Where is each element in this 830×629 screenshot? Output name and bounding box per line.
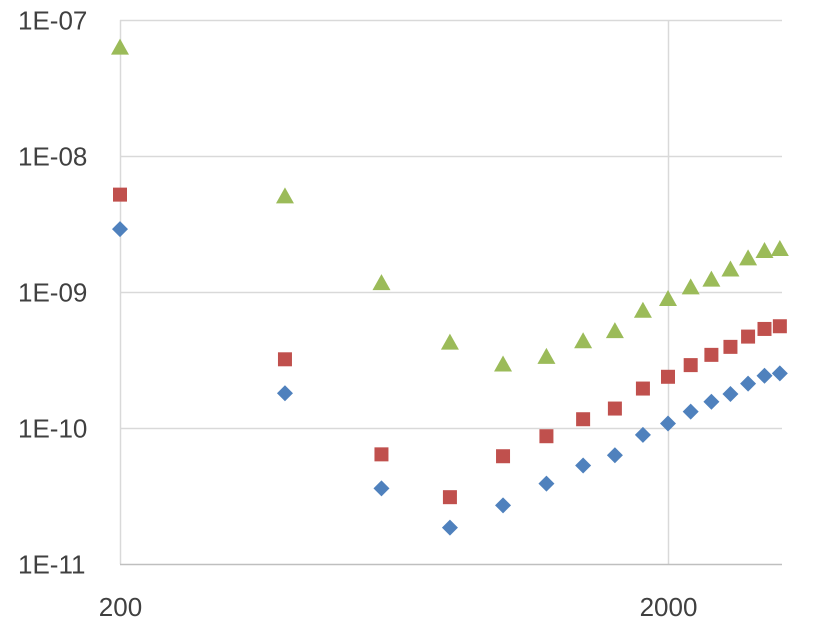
triangle-point — [574, 332, 593, 349]
diamond-point — [682, 403, 699, 420]
diamond-point — [538, 475, 555, 492]
y-tick-label: 1E-08 — [18, 142, 87, 172]
square-point — [496, 449, 511, 464]
diamond-point — [112, 221, 128, 238]
diamond-point — [771, 365, 788, 382]
grid-lines — [119, 19, 782, 564]
triangle-point — [275, 187, 294, 204]
square-point — [741, 329, 756, 344]
diamond-point — [276, 385, 293, 402]
diamond-point — [740, 375, 757, 392]
square-point — [661, 369, 675, 384]
square-point — [772, 319, 787, 334]
y-tick-labels: 1E-07 1E-08 1E-09 1E-10 1E-11 — [18, 6, 87, 580]
square-point — [113, 187, 127, 202]
triangle-point — [721, 260, 740, 277]
triangle-point — [605, 322, 624, 339]
diamond-point — [756, 367, 773, 384]
y-tick-label: 1E-10 — [18, 414, 87, 444]
square-point — [607, 401, 622, 416]
triangle-point — [739, 249, 758, 266]
y-tick-label: 1E-11 — [18, 550, 85, 580]
square-point — [683, 358, 698, 373]
square-point — [757, 321, 772, 336]
square-point — [539, 429, 554, 444]
triangle-point — [755, 242, 774, 259]
diamond-point — [660, 415, 676, 432]
square-point — [576, 412, 591, 427]
square-point — [704, 347, 719, 362]
diamond-point — [373, 480, 390, 497]
triangle-point — [681, 278, 700, 295]
diamond-point — [495, 497, 512, 514]
triangle-point — [537, 347, 556, 364]
y-tick-label: 1E-09 — [18, 278, 87, 308]
triangle-point — [659, 289, 677, 306]
data-points — [111, 38, 789, 536]
triangle-point — [633, 301, 652, 318]
x-tick-label: 200 — [99, 592, 142, 622]
square-point — [442, 490, 457, 505]
diamond-point — [634, 426, 651, 443]
y-tick-label: 1E-07 — [18, 6, 87, 36]
triangle-point — [111, 38, 129, 55]
triangle-point — [770, 240, 789, 257]
x-tick-labels: 200 2000 — [99, 592, 698, 622]
diamond-point — [441, 519, 458, 536]
square-point — [635, 381, 650, 396]
triangle-point — [494, 355, 513, 372]
diamond-point — [575, 457, 592, 474]
x-tick-label: 2000 — [640, 592, 698, 622]
diamond-point — [722, 385, 739, 402]
diamond-point — [606, 447, 623, 464]
square-point — [277, 352, 292, 367]
triangle-point — [440, 333, 459, 350]
square-point — [374, 447, 389, 462]
triangle-point — [702, 270, 721, 287]
square-point — [723, 339, 738, 354]
diamond-point — [703, 393, 720, 410]
triangle-point — [372, 274, 391, 291]
